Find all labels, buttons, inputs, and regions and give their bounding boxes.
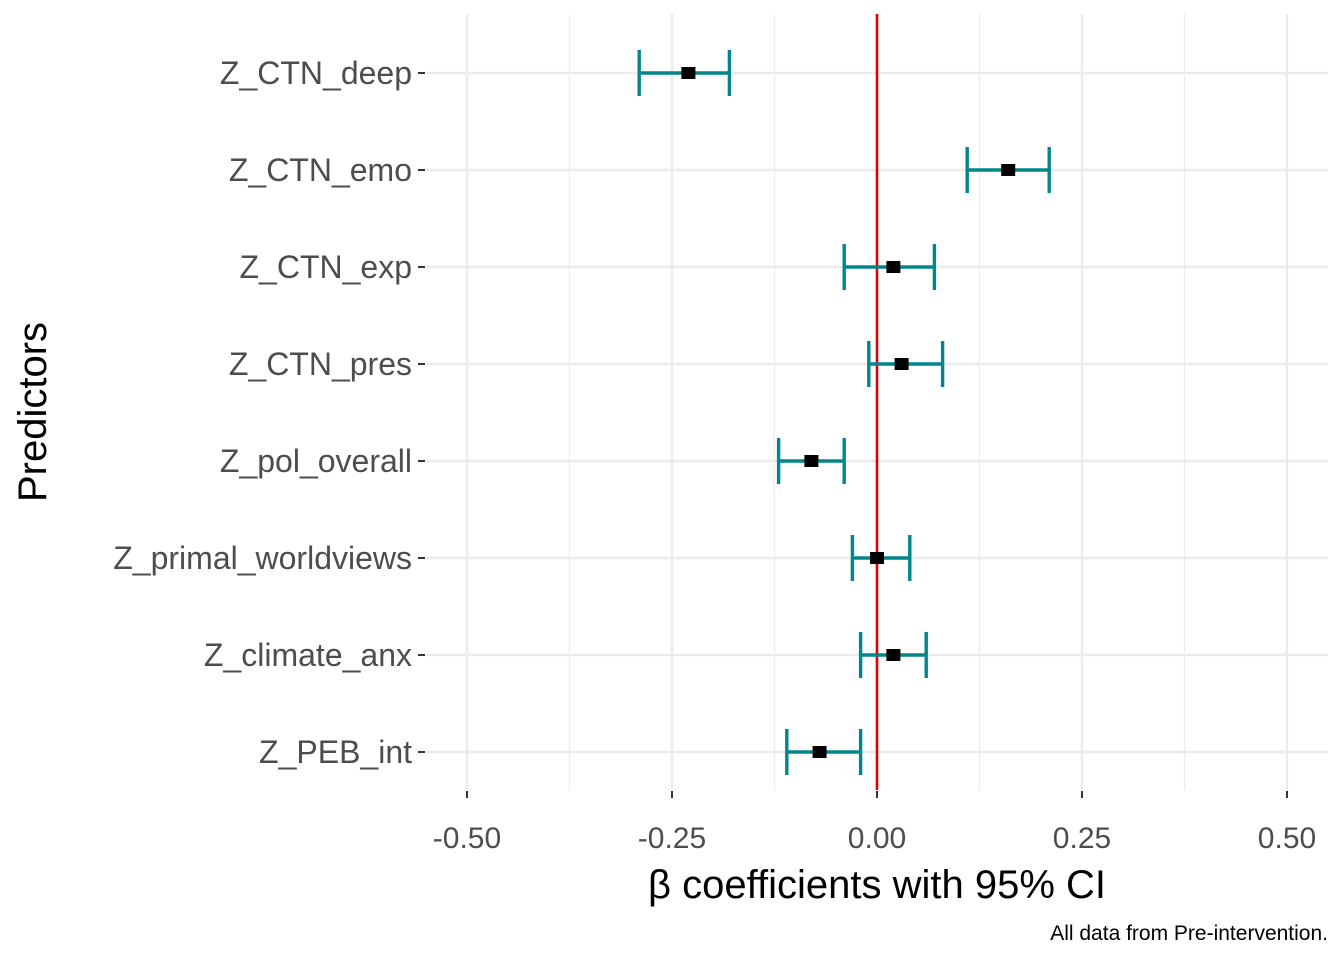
point-estimate bbox=[870, 552, 884, 564]
y-tick-layer: Z_CTN_deep Z_CTN_emo Z_CTN_exp Z_CTN_pres Z_… bbox=[113, 55, 425, 770]
point-estimate bbox=[1001, 164, 1016, 176]
y-tick-label: Z_CTN_deep bbox=[220, 55, 412, 91]
y-tick-label: Z_climate_anx bbox=[204, 637, 412, 673]
errorbar-row bbox=[867, 341, 945, 387]
errorbar-row bbox=[785, 729, 863, 775]
x-tick-label: -0.25 bbox=[638, 822, 706, 855]
errorbar-row bbox=[637, 50, 732, 96]
point-estimate bbox=[886, 261, 901, 273]
errorbar-row bbox=[858, 632, 928, 678]
point-estimate bbox=[812, 746, 827, 758]
point-estimate bbox=[886, 649, 901, 661]
y-tick-label: Z_CTN_exp bbox=[240, 249, 413, 285]
caption: All data from Pre-intervention. bbox=[1050, 922, 1328, 945]
point-estimate bbox=[894, 358, 909, 370]
x-tick-label: 0.25 bbox=[1053, 822, 1111, 855]
y-tick-label: Z_PEB_int bbox=[259, 734, 412, 770]
y-tick-label: Z_pol_overall bbox=[220, 443, 412, 479]
y-axis-title: Predictors bbox=[11, 322, 55, 502]
errorbar-row bbox=[965, 147, 1051, 193]
errorbar-row bbox=[842, 244, 937, 290]
point-estimate bbox=[804, 455, 819, 467]
errorbar-layer bbox=[637, 50, 1051, 775]
x-tick-layer: -0.50 -0.25 0.00 0.25 0.50 bbox=[433, 791, 1316, 855]
x-tick-label: 0.50 bbox=[1258, 822, 1316, 855]
x-tick-label: -0.50 bbox=[433, 822, 501, 855]
y-tick-label: Z_CTN_pres bbox=[229, 346, 412, 382]
y-tick-label: Z_CTN_emo bbox=[229, 152, 412, 188]
point-estimate bbox=[681, 67, 696, 79]
errorbar-row bbox=[850, 535, 912, 581]
y-tick-label: Z_primal_worldviews bbox=[113, 540, 412, 576]
x-axis-title: β coefficients with 95% CI bbox=[648, 863, 1106, 907]
x-tick-label: 0.00 bbox=[848, 822, 906, 855]
errorbar-row bbox=[776, 438, 846, 484]
